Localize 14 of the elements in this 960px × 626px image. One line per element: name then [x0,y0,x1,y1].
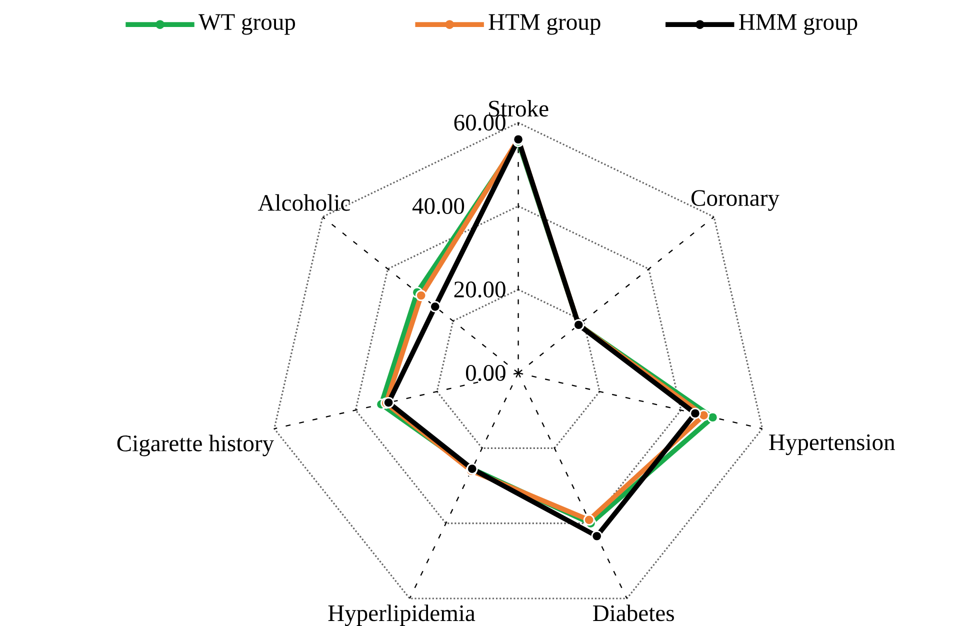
spoke-label: Alcoholic [258,194,350,211]
legend-label: WT group [198,14,296,35]
y-tick-label: 20.00 [454,281,506,298]
spoke-label: Cigarette history [117,434,274,456]
legend-label: HMM group [739,14,858,35]
y-tick-label: 40.00 [412,198,464,214]
spoke-label: Hyperlipidemia [328,604,476,626]
y-tick-label: 60.00 [454,114,506,131]
spoke-label: Hypertension [769,434,895,455]
y-tick-label: 0.00 [466,364,506,381]
spoke-label: Stroke [489,100,548,116]
legend-label: HTM group [488,14,600,35]
spoke-label: Diabetes [593,604,674,622]
spoke-label: Coronary [691,190,780,211]
